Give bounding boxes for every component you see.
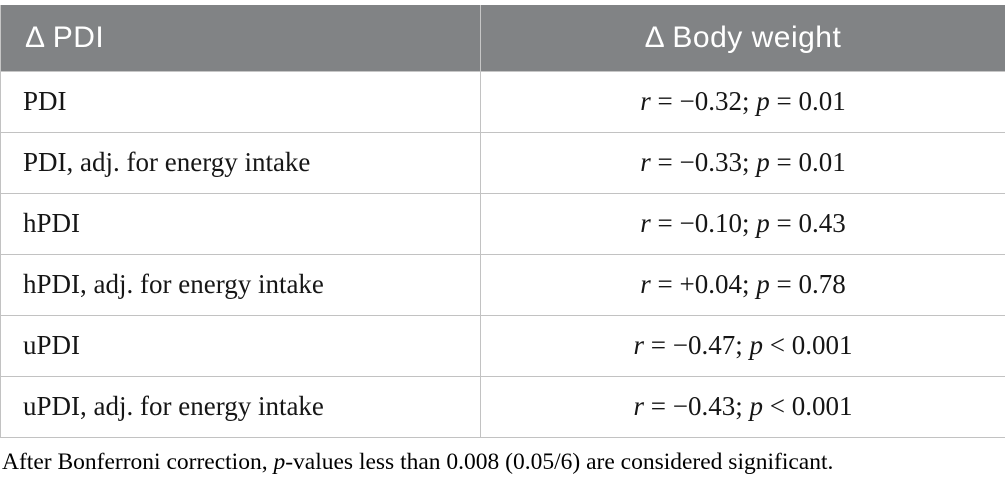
table-row: uPDI, adj. for energy intake r = −0.43; … [0, 375, 1005, 438]
p-value: < 0.001 [763, 330, 853, 360]
table-header: Δ PDI Δ Body weight [0, 5, 1005, 72]
p-value: = 0.78 [769, 269, 846, 299]
row-value-hpdi: r = −0.10; p = 0.43 [480, 192, 1005, 255]
table-row: uPDI r = −0.47; p < 0.001 [0, 314, 1005, 377]
footnote-text-after: -values less than 0.008 (0.05/6) are con… [285, 448, 834, 475]
p-symbol: p [756, 86, 770, 116]
p-symbol: p [756, 208, 770, 238]
bonferroni-footnote: After Bonferroni correction, p-values le… [0, 447, 1005, 478]
r-value: = +0.04; [650, 269, 757, 299]
header-delta-body-weight: Δ Body weight [480, 5, 1005, 72]
pdi-bodyweight-table: Δ PDI Δ Body weight PDI r = −0.32; p = 0… [0, 5, 1005, 438]
row-value-updi: r = −0.47; p < 0.001 [480, 314, 1005, 377]
row-label-updi: uPDI [0, 314, 481, 377]
table-row: hPDI, adj. for energy intake r = +0.04; … [0, 253, 1005, 316]
r-symbol: r [640, 86, 651, 116]
header-delta-pdi: Δ PDI [0, 5, 481, 72]
row-value-hpdi-adj: r = +0.04; p = 0.78 [480, 253, 1005, 316]
p-value: = 0.01 [769, 147, 846, 177]
row-label-pdi: PDI [0, 70, 481, 133]
r-symbol: r [640, 208, 651, 238]
r-symbol: r [640, 269, 651, 299]
footnote-text-before: After Bonferroni correction, [2, 448, 274, 475]
p-value: < 0.001 [763, 391, 853, 421]
p-symbol: p [749, 330, 764, 360]
r-symbol: r [633, 330, 645, 360]
row-value-pdi-adj: r = −0.33; p = 0.01 [480, 131, 1005, 194]
r-value: = −0.33; [650, 147, 757, 177]
table-row: PDI r = −0.32; p = 0.01 [0, 70, 1005, 133]
r-symbol: r [633, 391, 645, 421]
r-value: = −0.32; [650, 86, 757, 116]
row-label-pdi-adj: PDI, adj. for energy intake [0, 131, 481, 194]
p-value: = 0.01 [769, 86, 846, 116]
p-symbol: p [756, 269, 770, 299]
p-symbol: p [749, 391, 764, 421]
r-value: = −0.10; [650, 208, 757, 238]
row-label-hpdi-adj: hPDI, adj. for energy intake [0, 253, 481, 316]
table-row: hPDI r = −0.10; p = 0.43 [0, 192, 1005, 255]
table-row: PDI, adj. for energy intake r = −0.33; p… [0, 131, 1005, 194]
row-label-hpdi: hPDI [0, 192, 481, 255]
correlation-table-figure: Δ PDI Δ Body weight PDI r = −0.32; p = 0… [0, 5, 1005, 478]
r-value: = −0.47; [644, 330, 750, 360]
p-value: = 0.43 [769, 208, 846, 238]
r-value: = −0.43; [644, 391, 750, 421]
row-value-pdi: r = −0.32; p = 0.01 [480, 70, 1005, 133]
r-symbol: r [640, 147, 651, 177]
row-value-updi-adj: r = −0.43; p < 0.001 [480, 375, 1005, 438]
p-symbol: p [273, 448, 286, 475]
table-body: PDI r = −0.32; p = 0.01 PDI, adj. for en… [0, 70, 1005, 438]
header-row: Δ PDI Δ Body weight [0, 5, 1005, 72]
p-symbol: p [756, 147, 770, 177]
row-label-updi-adj: uPDI, adj. for energy intake [0, 375, 481, 438]
